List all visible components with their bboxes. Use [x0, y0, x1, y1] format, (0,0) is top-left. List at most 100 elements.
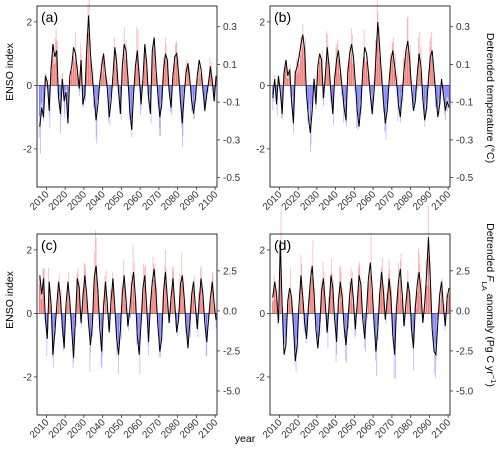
shade-bar — [188, 73, 190, 86]
enso-bar — [52, 313, 54, 345]
shade-bar — [328, 296, 329, 314]
enso-bar — [444, 313, 446, 323]
enso-bar — [300, 284, 302, 314]
shade-bar — [293, 313, 295, 332]
enso-bar — [42, 85, 45, 110]
x-tick-label: 2090 — [178, 417, 202, 441]
shade-bar — [87, 42, 88, 86]
enso-bar — [358, 85, 360, 117]
enso-bar — [384, 85, 386, 114]
enso-bar — [70, 71, 73, 86]
shade-bar — [88, 313, 90, 328]
x-tick-label: 2040 — [317, 417, 341, 441]
shade-bar — [301, 36, 303, 86]
shade-bar — [380, 294, 381, 314]
shade-bar — [72, 313, 73, 335]
enso-bar — [442, 85, 444, 93]
enso-bar — [134, 71, 136, 86]
shade-bar — [398, 302, 400, 314]
shade-bar — [393, 37, 394, 86]
shade-bar — [387, 288, 389, 314]
enso-bar — [202, 299, 204, 314]
enso-bar — [110, 85, 112, 98]
shade-bar — [166, 285, 168, 314]
panel-frame — [269, 233, 451, 416]
enso-bar — [106, 306, 108, 314]
right-tick-label: -0.1 — [456, 98, 474, 109]
shade-bar — [380, 65, 381, 86]
enso-bar — [377, 37, 379, 86]
enso-bar — [429, 63, 431, 86]
enso-bar — [416, 291, 418, 314]
enso-bar — [407, 289, 409, 314]
x-tick-label: 2010 — [28, 189, 52, 213]
shade-bar — [158, 85, 160, 99]
enso-bar — [369, 275, 371, 314]
shade-bar — [447, 309, 449, 314]
shade-bar — [160, 313, 161, 357]
enso-bar — [420, 71, 422, 86]
shade-bar — [148, 85, 150, 94]
enso-bar — [392, 313, 394, 331]
enso-bar — [285, 66, 287, 86]
x-tick-label: 2060 — [355, 189, 379, 213]
enso-bar — [213, 85, 215, 98]
shade-bar — [314, 76, 316, 86]
shade-bar — [45, 313, 47, 328]
enso-bar — [311, 85, 313, 105]
shade-bar — [389, 269, 391, 314]
shade-bar — [78, 85, 80, 96]
enso-bar — [63, 85, 65, 98]
shade-bar — [107, 80, 109, 86]
shade-bar — [363, 313, 364, 319]
shade-bar — [122, 299, 124, 314]
shade-bar — [295, 75, 297, 86]
shade-bar — [90, 313, 92, 333]
enso-bar — [175, 61, 178, 86]
right-ylabel-bottom-close: ) — [484, 383, 496, 387]
enso-bar — [393, 71, 396, 86]
shade-bar — [152, 46, 154, 86]
shade-bar — [124, 43, 126, 86]
shade-bar — [284, 64, 286, 86]
enso-bar — [418, 61, 420, 86]
shade-bar — [154, 263, 156, 314]
enso-bar — [115, 313, 118, 333]
enso-bar — [403, 73, 405, 86]
shade-bar — [431, 31, 433, 86]
shade-bar — [357, 85, 359, 130]
enso-bar — [72, 313, 75, 347]
shade-bar — [91, 313, 93, 336]
enso-bar — [40, 85, 43, 103]
shade-bar — [440, 310, 441, 314]
enso-bar — [91, 78, 93, 86]
shade-bar — [338, 308, 340, 314]
shade-bar — [281, 298, 283, 314]
enso-bar — [446, 85, 448, 98]
enso-bar — [348, 299, 351, 314]
enso-bar — [57, 289, 60, 314]
right-tick-label: 2.5 — [223, 266, 237, 277]
enso-bar — [420, 296, 422, 314]
shade-bar — [351, 34, 353, 86]
enso-bar — [130, 85, 133, 119]
enso-bar — [46, 313, 48, 333]
series-line — [39, 15, 217, 130]
shade-bar — [85, 268, 86, 314]
enso-bar — [448, 294, 450, 314]
shade-bar — [66, 303, 68, 314]
enso-bar — [399, 280, 401, 314]
shade-bar — [398, 85, 400, 103]
x-tick-label: 2080 — [159, 417, 183, 441]
shade-bar — [205, 313, 206, 322]
enso-bar — [74, 61, 76, 86]
right-tick-label: 0.0 — [456, 306, 470, 317]
right-tick-label: 0.0 — [223, 306, 237, 317]
enso-bar — [140, 85, 142, 100]
enso-bar — [42, 287, 45, 314]
shade-bar — [210, 301, 212, 314]
x-tick-label: 2070 — [140, 417, 164, 441]
left-tick-label: 0 — [259, 81, 265, 92]
shade-bar — [182, 277, 184, 314]
x-tick-label: 2030 — [298, 189, 322, 213]
